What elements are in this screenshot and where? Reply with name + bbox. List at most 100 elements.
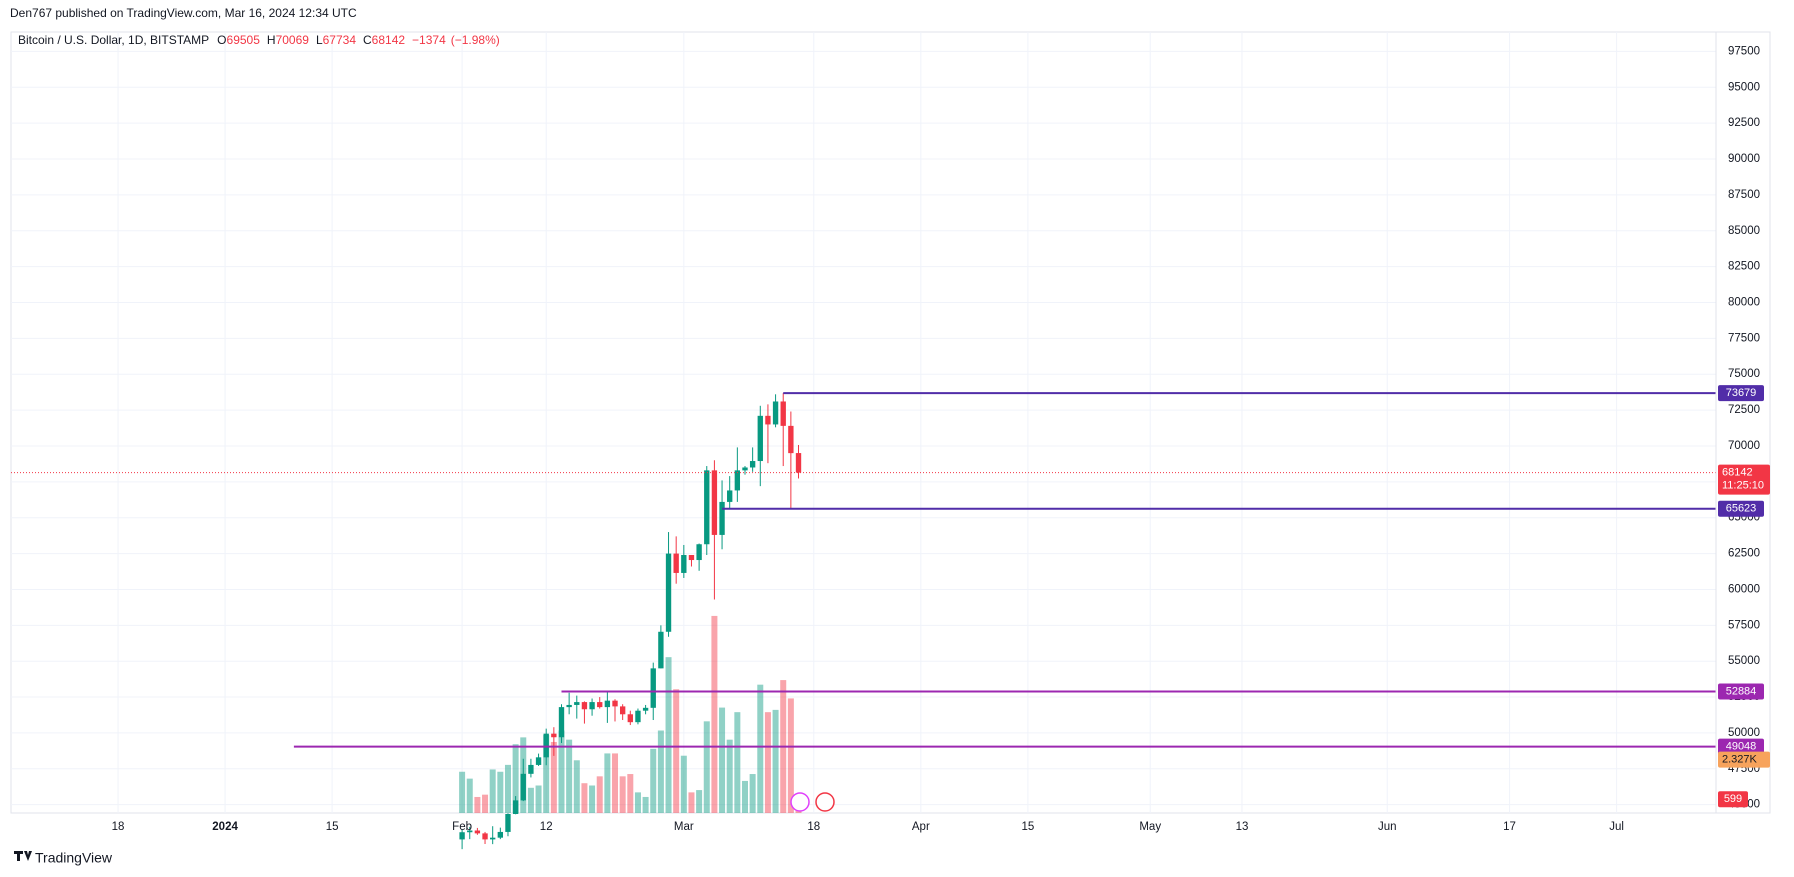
volume-bar bbox=[726, 739, 733, 813]
x-tick-label: 15 bbox=[1021, 821, 1034, 833]
candle-body bbox=[696, 544, 702, 561]
candle-body bbox=[795, 453, 802, 473]
candle-body bbox=[543, 733, 549, 758]
candle-body bbox=[780, 401, 786, 426]
y-tick-label: 50000 bbox=[1728, 727, 1760, 739]
volume-bar bbox=[719, 707, 726, 813]
volume-bar bbox=[596, 776, 603, 813]
volume-bar bbox=[757, 684, 764, 813]
candle-body bbox=[459, 832, 465, 840]
volume-bar bbox=[459, 771, 466, 813]
y-tick-label: 55000 bbox=[1728, 655, 1760, 667]
volume-bar bbox=[634, 792, 641, 813]
volume-bar bbox=[474, 796, 481, 813]
volume-bar bbox=[703, 721, 710, 813]
chart-frame bbox=[10, 31, 1771, 814]
legend: Bitcoin / U.S. Dollar, 1D, BITSTAMP O 6950… bbox=[18, 33, 500, 47]
volume-bar bbox=[489, 769, 496, 813]
volume-bar bbox=[504, 764, 511, 813]
flag-icon[interactable] bbox=[815, 792, 835, 812]
level-layer bbox=[11, 392, 1716, 748]
volume-bar bbox=[642, 796, 649, 813]
volume-bar bbox=[772, 709, 779, 813]
x-tick-label: 13 bbox=[1236, 821, 1249, 833]
candle-body bbox=[665, 553, 672, 632]
symbol-title: Bitcoin / U.S. Dollar, 1D, BITSTAMP bbox=[18, 33, 209, 47]
candle-body bbox=[749, 461, 756, 468]
candle-body bbox=[772, 401, 779, 425]
grid bbox=[11, 32, 1716, 813]
volume-bar bbox=[581, 783, 588, 813]
y-tick-label: 82500 bbox=[1728, 261, 1760, 273]
event-icon[interactable] bbox=[790, 792, 810, 812]
candle-body bbox=[757, 415, 763, 462]
y-tick-label: 80000 bbox=[1728, 297, 1760, 309]
volume-bar bbox=[657, 730, 664, 813]
candle-layer bbox=[459, 393, 802, 850]
last-volume-bg bbox=[1718, 791, 1748, 808]
volume-bar bbox=[665, 657, 672, 813]
last-price-bg bbox=[1718, 464, 1770, 495]
publish-line: Den767 published on TradingView.com, Mar… bbox=[10, 6, 357, 20]
candle-body bbox=[551, 733, 557, 738]
level-label: 65623 bbox=[1726, 503, 1757, 515]
x-tick-label: 18 bbox=[807, 821, 820, 833]
volume-bar bbox=[535, 785, 542, 813]
change-percent: (−1.98%) bbox=[451, 33, 500, 47]
volume-ma-label: 2.327K bbox=[1722, 754, 1758, 766]
brand-logo bbox=[14, 851, 32, 861]
candle-body bbox=[520, 773, 526, 801]
ohlc-name: L bbox=[316, 33, 323, 47]
candle-body bbox=[528, 764, 534, 774]
volume-bar bbox=[550, 741, 557, 813]
volume-bar bbox=[512, 744, 519, 813]
x-tick-label: 18 bbox=[112, 821, 125, 833]
y-tick-label: 72500 bbox=[1728, 404, 1760, 416]
x-tick-label: Feb bbox=[452, 821, 472, 833]
y-tick-label: 62500 bbox=[1728, 548, 1760, 560]
y-tick-label: 75000 bbox=[1728, 368, 1760, 380]
candle-body bbox=[490, 837, 496, 840]
x-tick-label: Mar bbox=[674, 821, 694, 833]
y-tick-label: 70000 bbox=[1728, 440, 1760, 452]
ohlc-value: 70069 bbox=[276, 33, 310, 47]
level-label: 73679 bbox=[1726, 387, 1757, 399]
ohlc-name: O bbox=[217, 33, 226, 47]
candle-body bbox=[704, 470, 710, 545]
volume-bar bbox=[787, 698, 794, 813]
last-price-label: 68142 bbox=[1722, 467, 1753, 479]
ohlc-name: H bbox=[267, 33, 276, 47]
candle-body bbox=[566, 704, 572, 708]
level-label-bg bbox=[1718, 738, 1764, 755]
candle-body bbox=[650, 668, 656, 708]
candle-body bbox=[512, 800, 519, 815]
candle-body bbox=[482, 833, 488, 840]
last-volume-label: 599 bbox=[1724, 793, 1742, 805]
volume-bar bbox=[741, 780, 748, 813]
x-tick-label: 15 bbox=[326, 821, 339, 833]
x-tick-label: May bbox=[1139, 821, 1161, 833]
volume-bar bbox=[734, 712, 741, 813]
y-tick-label: 60000 bbox=[1728, 583, 1760, 595]
y-tick-label: 87500 bbox=[1728, 189, 1760, 201]
volume-bar bbox=[558, 730, 565, 813]
volume-bar bbox=[650, 748, 657, 813]
candle-body bbox=[719, 501, 725, 535]
candle-body bbox=[612, 700, 618, 707]
candle-body bbox=[742, 467, 748, 471]
volume-bar bbox=[527, 787, 534, 813]
candle-body bbox=[681, 555, 687, 573]
x-tick-label: 12 bbox=[540, 821, 553, 833]
volume-bar bbox=[543, 735, 550, 813]
candle-body bbox=[535, 757, 542, 765]
candle-body bbox=[597, 702, 603, 708]
volume-bar bbox=[711, 615, 718, 813]
candle-body bbox=[642, 707, 649, 711]
x-tick-label: 17 bbox=[1503, 821, 1516, 833]
volume-bar bbox=[627, 774, 634, 813]
volume-bar bbox=[589, 785, 596, 813]
candle-body bbox=[727, 490, 733, 502]
ohlc-value: 68142 bbox=[372, 33, 406, 47]
